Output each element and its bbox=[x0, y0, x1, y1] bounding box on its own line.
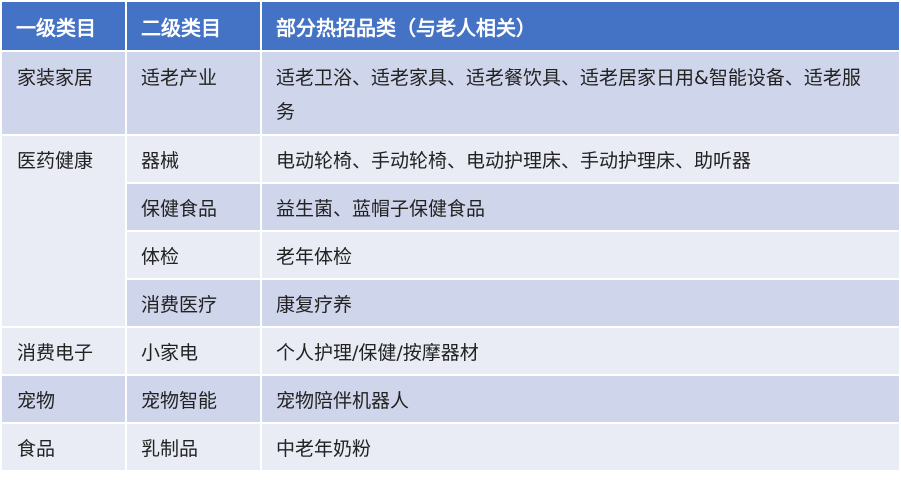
table-row: 宠物 宠物智能 宠物陪伴机器人 bbox=[0, 374, 901, 424]
table-row: 保健食品 益生菌、蓝帽子保健食品 bbox=[1, 182, 901, 232]
items-cell: 中老年奶粉 bbox=[260, 422, 901, 472]
level2-cell: 乳制品 bbox=[125, 422, 262, 472]
level2-cell: 适老产业 bbox=[125, 50, 262, 136]
table-row: 食品 乳制品 中老年奶粉 bbox=[0, 422, 901, 472]
level2-cell: 宠物智能 bbox=[125, 374, 262, 424]
level1-cell: 宠物 bbox=[0, 374, 127, 424]
level1-cell: 医药健康 bbox=[0, 134, 127, 328]
level2-cell: 体检 bbox=[125, 230, 262, 280]
items-cell: 电动轮椅、手动轮椅、电动护理床、手动护理床、助听器 bbox=[260, 134, 901, 184]
level2-cell: 保健食品 bbox=[125, 182, 262, 232]
level2-cell: 消费医疗 bbox=[125, 278, 262, 328]
items-cell: 宠物陪伴机器人 bbox=[260, 374, 901, 424]
level2-cell: 小家电 bbox=[125, 326, 262, 376]
header-items: 部分热招品类（与老人相关） bbox=[260, 0, 901, 52]
header-row: 一级类目 二级类目 部分热招品类（与老人相关） bbox=[0, 0, 901, 52]
level1-cell: 食品 bbox=[0, 422, 127, 472]
table-row: 家装家居 适老产业 适老卫浴、适老家具、适老餐饮具、适老居家日用&智能设备、适老… bbox=[0, 50, 901, 136]
items-cell: 老年体检 bbox=[260, 230, 901, 280]
table-row: 消费电子 小家电 个人护理/保健/按摩器材 bbox=[0, 326, 901, 376]
header-level2: 二级类目 bbox=[125, 0, 262, 52]
table-row: 消费医疗 康复疗养 bbox=[1, 278, 901, 328]
items-cell: 益生菌、蓝帽子保健食品 bbox=[260, 182, 901, 232]
items-text: 适老卫浴、适老家具、适老餐饮具、适老居家日用&智能设备、适老服务 bbox=[276, 67, 861, 123]
level1-cell: 消费电子 bbox=[0, 326, 127, 376]
level2-cell: 器械 bbox=[125, 134, 262, 184]
table-row: 体检 老年体检 bbox=[1, 230, 901, 280]
header-level1: 一级类目 bbox=[0, 0, 127, 52]
items-cell: 个人护理/保健/按摩器材 bbox=[260, 326, 901, 376]
level1-cell: 家装家居 bbox=[0, 50, 127, 136]
category-table: 一级类目 二级类目 部分热招品类（与老人相关） 家装家居 适老产业 适老卫浴、适… bbox=[0, 0, 901, 472]
items-cell: 康复疗养 bbox=[260, 278, 901, 328]
table-row: 医药健康 器械 电动轮椅、手动轮椅、电动护理床、手动护理床、助听器 bbox=[0, 134, 901, 328]
items-cell: 适老卫浴、适老家具、适老餐饮具、适老居家日用&智能设备、适老服务 bbox=[260, 50, 901, 136]
